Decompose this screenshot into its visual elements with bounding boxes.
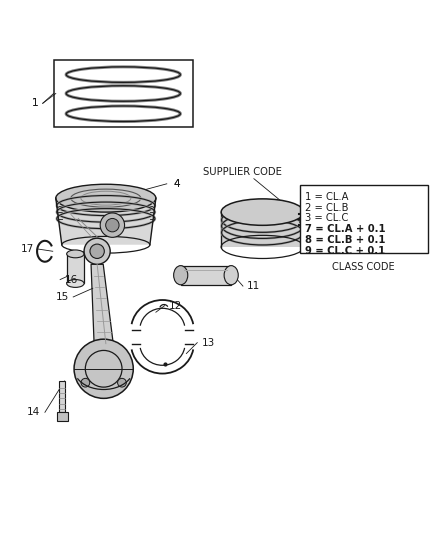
Ellipse shape <box>173 265 188 285</box>
Bar <box>221 212 304 247</box>
Ellipse shape <box>56 184 156 212</box>
Polygon shape <box>91 264 113 344</box>
Bar <box>181 265 231 285</box>
Bar <box>67 254 84 284</box>
Text: 17: 17 <box>21 244 34 254</box>
Text: 14: 14 <box>27 407 41 417</box>
Text: 1 = CL.A: 1 = CL.A <box>305 192 348 201</box>
Ellipse shape <box>67 279 84 287</box>
Text: 7 = CL.A + 0.1: 7 = CL.A + 0.1 <box>305 224 385 235</box>
Text: 4: 4 <box>173 179 180 189</box>
Text: 9 = CL.C + 0.1: 9 = CL.C + 0.1 <box>305 246 385 256</box>
Text: 11: 11 <box>247 281 261 291</box>
Text: SUPPLIER CODE: SUPPLIER CODE <box>204 167 283 176</box>
Circle shape <box>100 213 124 237</box>
Bar <box>53 60 193 127</box>
Ellipse shape <box>221 199 304 225</box>
Circle shape <box>81 378 90 387</box>
Bar <box>300 184 428 254</box>
Circle shape <box>84 238 110 264</box>
Text: 16: 16 <box>64 274 78 285</box>
Text: 15: 15 <box>56 292 69 302</box>
Text: 4: 4 <box>173 179 180 189</box>
Ellipse shape <box>224 265 238 285</box>
Text: 8 = CL.B + 0.1: 8 = CL.B + 0.1 <box>305 235 385 245</box>
Text: 13: 13 <box>201 338 215 348</box>
Text: 1: 1 <box>32 98 39 108</box>
Circle shape <box>117 378 126 387</box>
Text: 12: 12 <box>169 301 182 311</box>
Circle shape <box>106 219 119 232</box>
Ellipse shape <box>67 250 84 258</box>
Circle shape <box>90 244 104 259</box>
Polygon shape <box>56 198 156 245</box>
Bar <box>57 413 67 421</box>
Text: 2 = CL.B: 2 = CL.B <box>305 203 348 213</box>
Bar <box>59 381 65 413</box>
Text: CLASS CODE: CLASS CODE <box>332 262 395 272</box>
Circle shape <box>74 339 133 398</box>
Text: 1: 1 <box>32 98 39 108</box>
Text: 3 = CL.C: 3 = CL.C <box>305 213 348 223</box>
